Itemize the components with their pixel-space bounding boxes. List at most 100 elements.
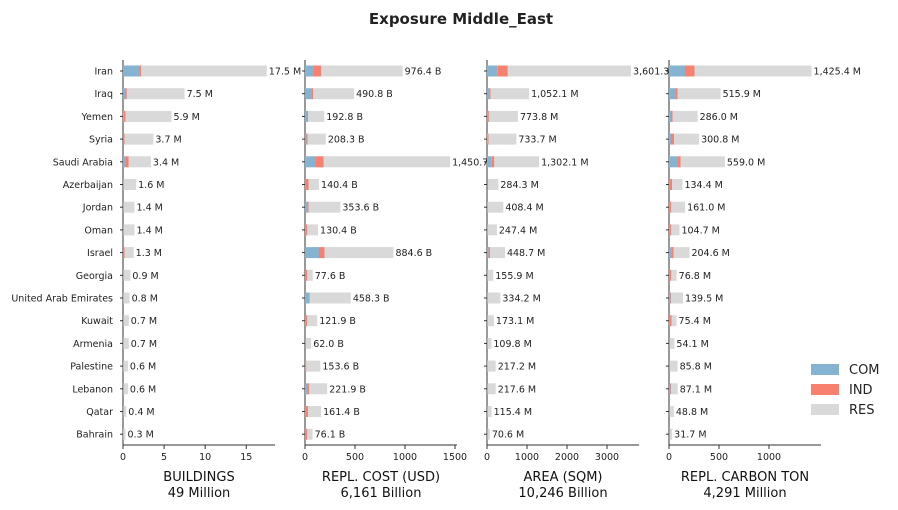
- legend-swatch-com: [811, 364, 839, 375]
- category-label: Armenia: [73, 339, 113, 350]
- bar-ind: [676, 88, 678, 100]
- bar-res: [308, 201, 341, 213]
- bar-ind: [309, 292, 310, 304]
- category-label: Israel: [87, 248, 113, 259]
- value-label: 515.9 M: [723, 89, 761, 100]
- bar-res: [308, 179, 320, 190]
- value-label: 353.6 B: [342, 203, 379, 214]
- bar-ind: [671, 133, 674, 145]
- bar-com: [487, 292, 488, 304]
- bar-com: [305, 224, 306, 236]
- value-label: 76.1 B: [315, 430, 346, 441]
- bar-res: [672, 110, 698, 122]
- value-label: 458.3 B: [353, 294, 390, 305]
- value-label: 104.7 M: [681, 225, 719, 236]
- bar-res: [307, 269, 313, 281]
- value-label: 115.4 M: [494, 407, 532, 418]
- bar-res: [307, 224, 319, 236]
- category-label: Iraq: [94, 89, 113, 100]
- bar-ind: [316, 156, 324, 168]
- value-label: 134.4 M: [684, 180, 722, 191]
- bar-com: [305, 292, 309, 304]
- bar-res: [673, 247, 690, 259]
- bar-com: [305, 360, 306, 372]
- bar-ind: [489, 88, 491, 100]
- bar-ind: [669, 315, 672, 327]
- x-tick-label: 10: [199, 452, 211, 463]
- bar-com: [669, 428, 670, 440]
- x-axis-label: AREA (SQM): [523, 470, 602, 485]
- value-label: 87.1 M: [680, 384, 712, 395]
- bar-ind: [312, 88, 313, 100]
- value-label: 217.2 M: [498, 362, 536, 373]
- bar-com: [669, 65, 685, 77]
- category-label: Palestine: [70, 362, 113, 373]
- value-label: 204.6 M: [691, 248, 729, 259]
- bar-ind: [305, 428, 307, 440]
- bar-com: [305, 428, 306, 440]
- bar-res: [307, 428, 313, 440]
- bar-res: [694, 65, 812, 77]
- bar-com: [487, 65, 498, 77]
- bar-com: [305, 88, 312, 100]
- value-label: 0.7 M: [131, 339, 157, 350]
- bar-res: [127, 88, 185, 100]
- bar-res: [494, 156, 540, 168]
- bar-com: [305, 156, 316, 168]
- bar-res: [677, 88, 721, 100]
- panel-0: 0 5 10 15 17.5 M 7.5 M 5.9 M 3.7 M 3.4 M 1.6 M 1.4…: [120, 60, 301, 501]
- bar-ind: [306, 224, 307, 236]
- x-tick-label: 3000: [595, 452, 619, 463]
- bar-ind: [670, 201, 671, 213]
- value-label: 490.8 B: [356, 89, 393, 100]
- bar-ind: [669, 269, 671, 281]
- panel-3: 0 500 1000 1,425.4 M 515.9 M 286.0 M 300.8 M 55…: [666, 60, 861, 501]
- bar-res: [123, 337, 129, 349]
- value-label: 192.8 B: [326, 112, 363, 123]
- bar-com: [123, 88, 127, 100]
- bar-res: [123, 406, 127, 417]
- value-label: 247.4 M: [499, 225, 537, 236]
- bar-ind: [685, 65, 695, 77]
- bar-res: [671, 315, 677, 327]
- bar-res: [671, 201, 686, 213]
- bar-com: [669, 360, 670, 372]
- bar-com: [305, 179, 306, 190]
- bar-ind: [487, 179, 488, 190]
- x-tick-label: 2000: [555, 452, 579, 463]
- value-label: 773.8 M: [520, 112, 558, 123]
- bar-ind: [123, 133, 125, 145]
- bar-res: [308, 406, 322, 417]
- bar-res: [123, 360, 128, 372]
- bar-res: [124, 133, 154, 145]
- category-label: Jordan: [82, 203, 113, 214]
- bar-ind: [672, 247, 674, 259]
- value-label: 217.6 M: [498, 384, 536, 395]
- bar-res: [671, 383, 678, 395]
- bar-res: [671, 224, 680, 236]
- bar-res: [680, 156, 725, 168]
- x-tick-label: 1000: [757, 452, 781, 463]
- bar-res: [487, 406, 492, 417]
- bar-com: [487, 110, 489, 122]
- x-axis-total: 10,246 Billion: [518, 486, 607, 501]
- value-label: 286.0 M: [700, 112, 738, 123]
- bar-res: [141, 65, 267, 77]
- value-label: 173.1 M: [496, 316, 534, 327]
- value-label: 7.5 M: [187, 89, 213, 100]
- x-tick-label: 500: [346, 452, 364, 463]
- value-label: 161.4 B: [323, 407, 360, 418]
- bar-res: [674, 133, 700, 145]
- bar-com: [669, 88, 676, 100]
- bar-res: [490, 247, 505, 259]
- bar-res: [123, 292, 130, 304]
- panel-1: 0 500 1000 1500 976.4 B 490.8 B 192.8 B 208.3 B…: [302, 60, 498, 501]
- category-label: Syria: [89, 135, 113, 146]
- value-label: 139.5 M: [685, 294, 723, 305]
- value-label: 1,425.4 M: [814, 67, 861, 78]
- x-tick-label: 1500: [443, 452, 467, 463]
- category-label: Oman: [84, 225, 113, 236]
- value-label: 54.1 M: [676, 339, 708, 350]
- bar-ind: [671, 110, 673, 122]
